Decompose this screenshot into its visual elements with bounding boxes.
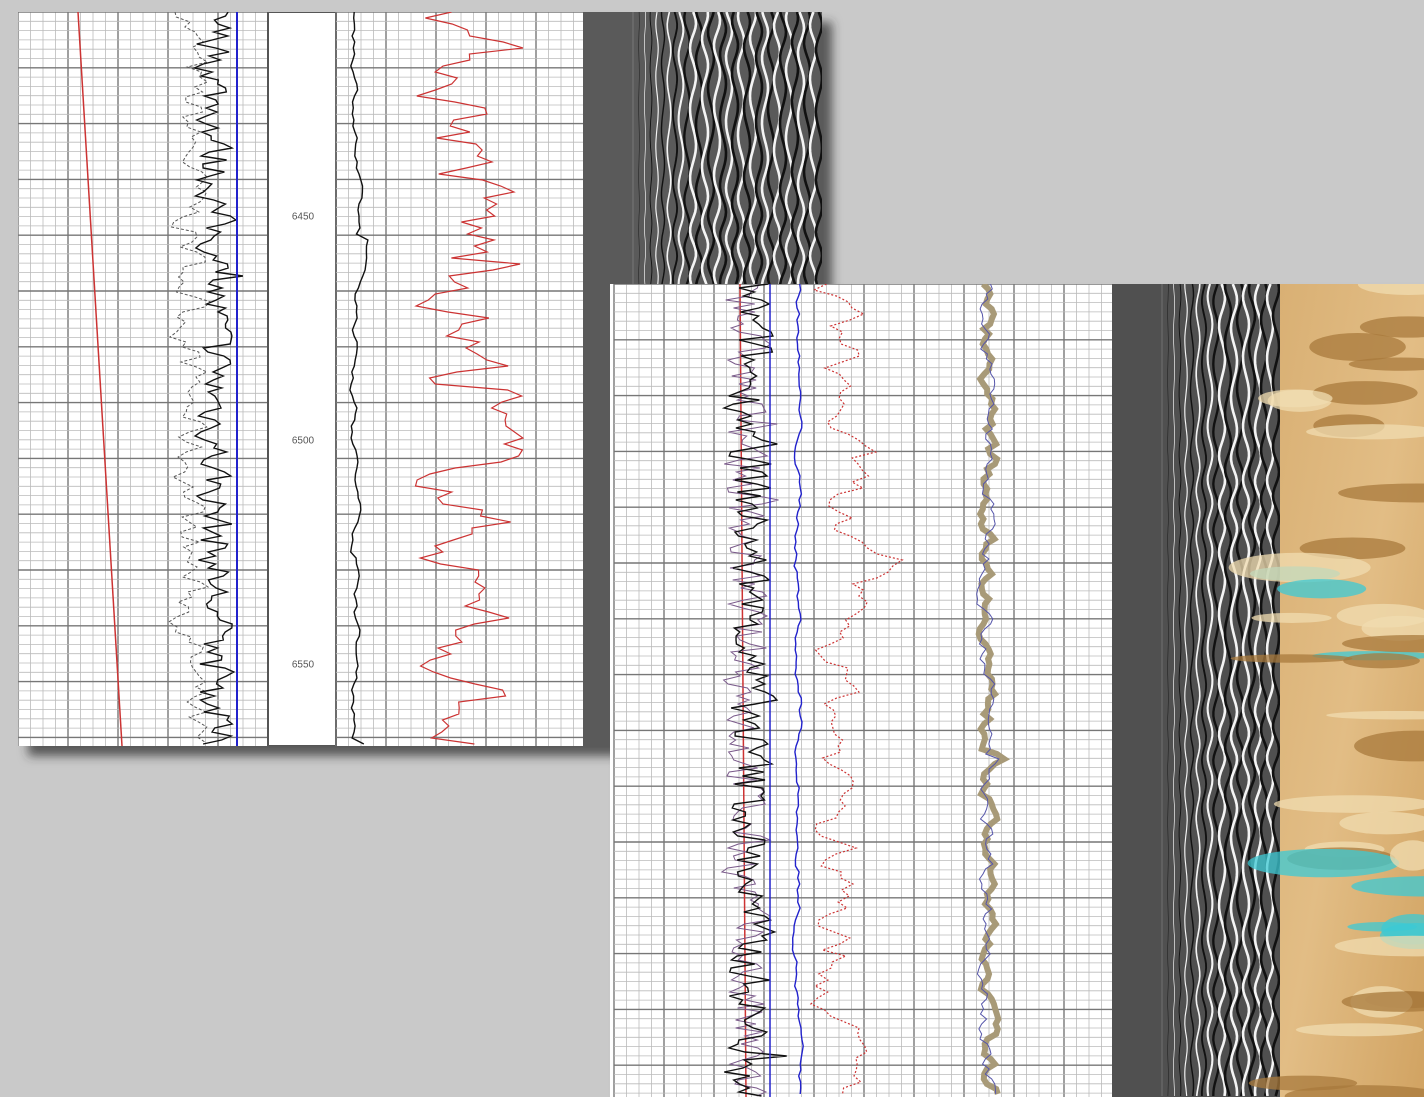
image-log-feature (1248, 1075, 1358, 1091)
image-log-feature (1299, 537, 1406, 560)
seismic-trace (1223, 284, 1233, 1097)
image-log-feature (1357, 284, 1424, 295)
seismic-track (1112, 284, 1280, 1097)
image-log-feature (1326, 710, 1424, 720)
seismic-trace (1195, 284, 1201, 1097)
image-log-feature (1359, 316, 1424, 338)
log-curve (192, 12, 244, 745)
image-log-feature (1251, 612, 1332, 623)
log-curve (976, 284, 1000, 1095)
image-log-feature (1389, 840, 1424, 871)
seismic-trace (1189, 284, 1195, 1097)
seismic-trace (1200, 284, 1208, 1096)
image-log-feature (1295, 1023, 1424, 1037)
depth-track (267, 12, 337, 746)
image-log-feature (1354, 730, 1424, 762)
log-curve (721, 284, 787, 1097)
image-log-feature (1258, 389, 1333, 408)
image-log-feature (1277, 579, 1367, 599)
seismic-trace (1178, 284, 1182, 1097)
image-log-feature (1336, 603, 1424, 628)
image-log-feature (1342, 634, 1424, 653)
image-log-feature (1341, 991, 1424, 1012)
image-log-feature (1339, 811, 1424, 835)
image-log-feature (1247, 848, 1400, 878)
depth-label: 6500 (292, 436, 315, 447)
log-curve (167, 12, 212, 743)
image-log-feature (1334, 935, 1424, 957)
image-log-feature (1273, 795, 1424, 813)
seismic-trace (1167, 284, 1169, 1097)
log-curve (791, 284, 804, 1095)
log-panel-2-content (613, 284, 1424, 1097)
image-log-feature (1351, 876, 1424, 897)
image-log-feature (1338, 483, 1424, 503)
log-curve (349, 12, 369, 745)
log-curve (809, 284, 904, 1095)
image-log-feature (1309, 332, 1406, 361)
seismic-trace (1229, 284, 1239, 1097)
seismic-trace (1206, 284, 1214, 1097)
seismic-trace (1173, 284, 1175, 1097)
image-log-feature (1306, 424, 1424, 440)
seismic-trace (1241, 284, 1251, 1097)
image-log-feature (1347, 922, 1417, 932)
seismic-trace (1247, 284, 1257, 1097)
image-log-feature (1230, 654, 1353, 663)
log-curve (414, 12, 525, 745)
seismic-trace (1271, 284, 1281, 1097)
image-log-feature (1348, 357, 1424, 371)
seismic-trace (1212, 284, 1220, 1097)
log-curve (77, 12, 123, 746)
log-curve (720, 284, 779, 1097)
depth-label: 6550 (292, 660, 315, 671)
seismic-trace (1184, 284, 1188, 1097)
image-log-feature (1343, 653, 1420, 669)
image-log-feature (1312, 381, 1418, 405)
seismic-trace (1217, 284, 1227, 1097)
depth-label: 6450 (292, 212, 315, 223)
image-log-feature (1228, 552, 1371, 583)
